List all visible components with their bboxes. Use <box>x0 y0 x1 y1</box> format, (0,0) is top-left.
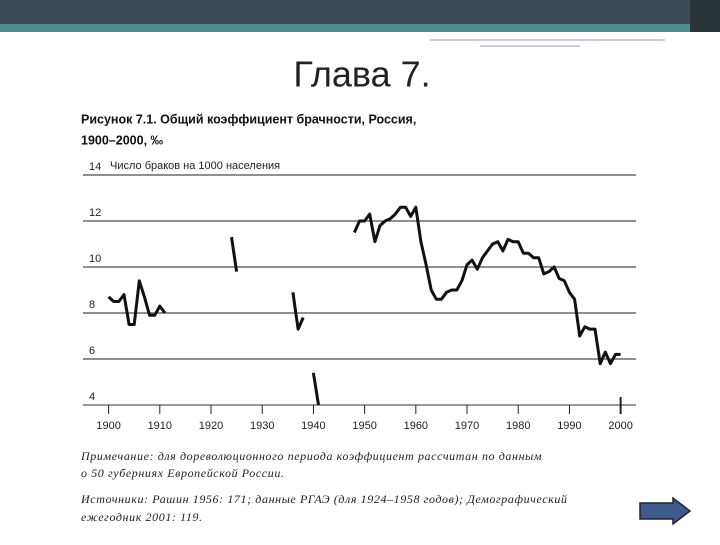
y-tick-label: 12 <box>89 207 101 219</box>
next-button[interactable] <box>639 496 692 526</box>
sources: ежегодник 2001: 119. <box>81 510 203 524</box>
y-axis-label: Число браков на 1000 населения <box>110 160 280 172</box>
x-tick-label: 1940 <box>301 420 325 432</box>
y-tick-label: 8 <box>89 299 95 311</box>
y-tick-label: 10 <box>89 253 101 265</box>
data-line <box>107 205 621 406</box>
note: Примечание: для дореволюционного периода… <box>80 449 542 463</box>
y-tick-label: 14 <box>89 161 101 173</box>
x-tick-label: 1930 <box>250 420 274 432</box>
sources: Источники: Рашин 1956: 171; данные РГАЭ … <box>80 492 568 506</box>
slide-title: Глава 7. <box>293 54 430 95</box>
x-tick-label: 1960 <box>404 420 428 432</box>
x-tick-label: 1980 <box>506 420 530 432</box>
x-tick-label: 1990 <box>557 420 581 432</box>
y-tick-label: 6 <box>89 345 95 357</box>
header-corner <box>690 0 720 32</box>
chart-title: 1900–2000, ‰ <box>81 133 164 147</box>
y-tick-label: 4 <box>89 391 95 403</box>
x-tick-label: 1900 <box>96 420 120 432</box>
header-stripe <box>0 24 720 32</box>
chart-title: Рисунок 7.1. Общий коэффициент брачности… <box>81 112 416 126</box>
x-tick-label: 1910 <box>148 420 172 432</box>
x-tick-label: 1970 <box>455 420 479 432</box>
note: о 50 губерниях Европейской России. <box>81 466 285 480</box>
x-tick-label: 1920 <box>199 420 223 432</box>
x-tick-label: 2000 <box>608 420 632 432</box>
header-band <box>0 0 720 24</box>
x-tick-label: 1950 <box>352 420 376 432</box>
